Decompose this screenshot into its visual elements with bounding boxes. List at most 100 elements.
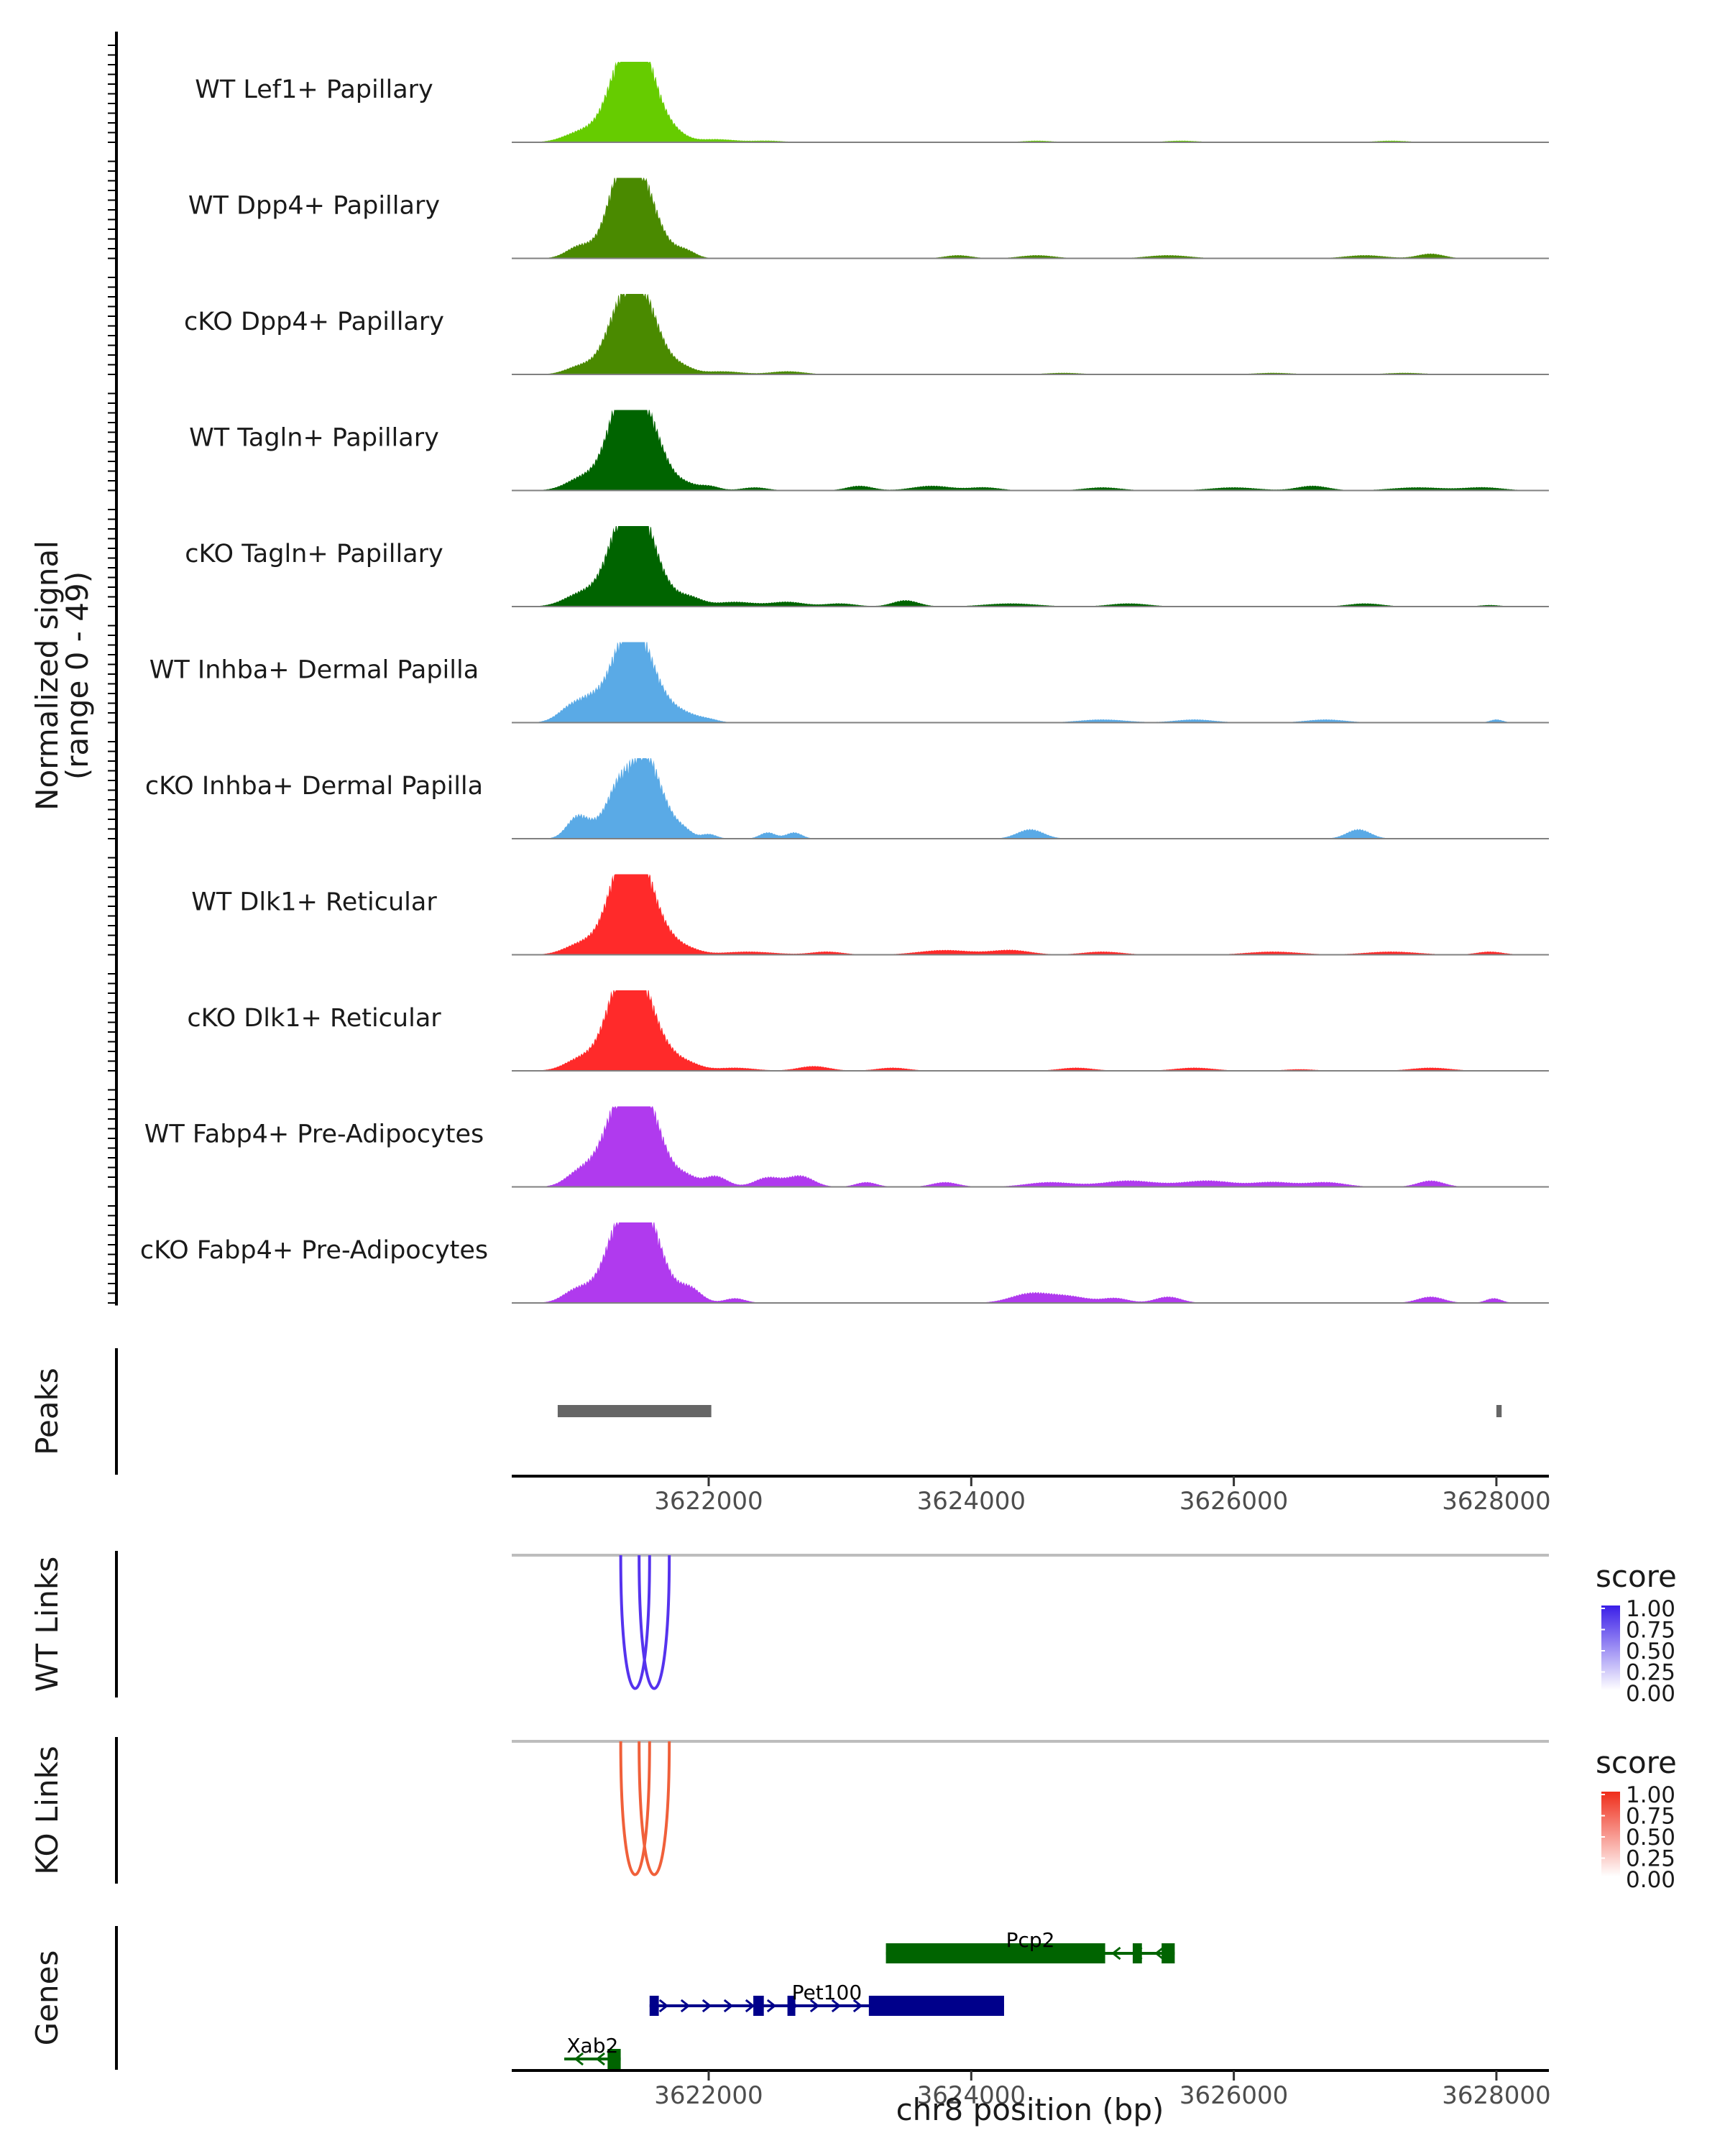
strand-arrow xyxy=(809,1999,820,2013)
genes-track-label: Genes xyxy=(29,1950,65,2046)
x-tick-label: 3626000 xyxy=(1179,1487,1288,1516)
coverage-area xyxy=(512,990,1549,1071)
coverage-track: cKO Inhba+ Dermal Papilla xyxy=(145,758,1549,839)
coverage-track: cKO Fabp4+ Pre-Adipocytes xyxy=(140,1222,1549,1304)
strand-arrow xyxy=(574,2052,584,2066)
track-label: cKO Fabp4+ Pre-Adipocytes xyxy=(140,1236,488,1265)
peak-region xyxy=(557,1405,712,1417)
gene-exon xyxy=(868,1996,1004,2016)
legend-colorbar xyxy=(1601,1606,1620,1690)
link-arc xyxy=(638,1554,671,1690)
coverage-panel: Normalized signal(range 0 - 49) WT Lef1+ … xyxy=(29,32,1549,1306)
gene-exon xyxy=(753,1996,764,2016)
gene-model: Pcp2 xyxy=(886,1928,1175,1963)
track-label: cKO Inhba+ Dermal Papilla xyxy=(145,772,483,801)
coverage-track: cKO Dpp4+ Papillary xyxy=(184,294,1549,375)
strand-arrow xyxy=(766,1999,777,2013)
strand-arrow xyxy=(702,1999,712,2013)
x-tick-label: 3626000 xyxy=(1179,2081,1288,2110)
gene-name-label: Pet100 xyxy=(792,1981,862,2004)
coverage-track: WT Fabp4+ Pre-Adipocytes xyxy=(144,1106,1549,1188)
gene-name-label: Pcp2 xyxy=(1006,1928,1055,1952)
link-arc xyxy=(619,1554,651,1690)
coverage-area xyxy=(512,294,1549,374)
gene-exon xyxy=(649,1996,659,2016)
gene-name-label: Xab2 xyxy=(566,2034,618,2058)
track-label: WT Dpp4+ Papillary xyxy=(188,192,440,221)
coverage-y-axis-title: Normalized signal(range 0 - 49) xyxy=(29,540,95,811)
peaks-track-label: Peaks xyxy=(29,1368,65,1455)
x-tick-label: 3628000 xyxy=(1442,1487,1550,1516)
link-arc xyxy=(638,1741,671,1876)
legend-tick-label: 0.00 xyxy=(1626,1681,1675,1707)
legend-colorbar xyxy=(1601,1792,1620,1876)
track-label: WT Dlk1+ Reticular xyxy=(191,888,437,917)
coverage-area xyxy=(512,1106,1549,1187)
coverage-area xyxy=(512,874,1549,955)
legend-tick-label: 0.50 xyxy=(1626,1825,1675,1851)
links-track-label: WT Links xyxy=(29,1557,65,1692)
track-label: WT Lef1+ Papillary xyxy=(195,75,433,104)
coverage-area xyxy=(512,410,1549,491)
gene-exon xyxy=(1132,1943,1142,1963)
coverage-area xyxy=(512,642,1549,723)
link-arc xyxy=(619,1741,651,1876)
coverage-track: cKO Tagln+ Papillary xyxy=(185,526,1549,607)
x-tick-label: 3624000 xyxy=(917,1487,1026,1516)
legend-tick-label: 0.00 xyxy=(1626,1867,1675,1893)
strand-arrow xyxy=(680,1999,691,2013)
coverage-track: WT Dpp4+ Papillary xyxy=(188,178,1549,259)
coverage-track: WT Inhba+ Dermal Papilla xyxy=(150,642,1549,724)
x-tick-label: 3622000 xyxy=(654,2081,763,2110)
coverage-area xyxy=(512,526,1549,607)
strand-arrow xyxy=(831,1999,842,2013)
gene-exon xyxy=(1162,1943,1175,1963)
coverage-track: WT Lef1+ Papillary xyxy=(195,62,1549,143)
track-label: cKO Dpp4+ Papillary xyxy=(184,308,444,336)
strand-arrow xyxy=(723,1999,734,2013)
peak-region xyxy=(1496,1405,1502,1417)
coverage-track: cKO Dlk1+ Reticular xyxy=(187,990,1549,1072)
x-tick-label: 3624000 xyxy=(917,2081,1026,2110)
strand-arrow xyxy=(1111,1946,1121,1961)
legend-tick-label: 1.00 xyxy=(1626,1596,1675,1622)
gene-exon xyxy=(787,1996,796,2016)
strand-arrow xyxy=(852,1999,863,2013)
gene-exon xyxy=(886,1943,1105,1963)
links-track-label: KO Links xyxy=(29,1746,65,1875)
coverage-area xyxy=(512,62,1549,142)
x-tick-label: 3622000 xyxy=(654,1487,763,1516)
legend-tick-label: 0.75 xyxy=(1626,1618,1675,1644)
gene-exon xyxy=(607,2049,621,2069)
coverage-area xyxy=(512,758,1549,839)
peaks-panel: Peaks 3622000 3624000 3626000 3628000 xyxy=(29,1348,1551,1516)
strand-arrow xyxy=(745,1999,755,2013)
strand-arrow xyxy=(595,2052,606,2066)
legend-title: score xyxy=(1596,1745,1677,1780)
track-label: WT Inhba+ Dermal Papilla xyxy=(150,656,479,685)
x-axis-title: chr8 position (bp) xyxy=(896,2092,1164,2127)
coverage-track: WT Tagln+ Papillary xyxy=(189,410,1549,492)
gene-model: Pet100 xyxy=(649,1981,1004,2016)
coverage-area xyxy=(512,178,1549,259)
strand-arrow xyxy=(1154,1946,1164,1961)
coverage-y-axis-title-line1: Normalized signal xyxy=(29,540,65,811)
legend-tick-label: 0.25 xyxy=(1626,1660,1675,1686)
gene-model: Xab2 xyxy=(564,2034,621,2069)
legend-tick-label: 1.00 xyxy=(1626,1782,1675,1808)
coverage-area xyxy=(512,1222,1549,1303)
track-label: cKO Dlk1+ Reticular xyxy=(187,1004,441,1033)
coverage-track: WT Dlk1+ Reticular xyxy=(191,874,1549,956)
track-label: WT Tagln+ Papillary xyxy=(189,424,439,453)
track-label: WT Fabp4+ Pre-Adipocytes xyxy=(144,1120,484,1149)
legend-tick-label: 0.25 xyxy=(1626,1846,1675,1872)
legend-title: score xyxy=(1596,1559,1677,1594)
strand-arrow xyxy=(658,1999,669,2013)
genes-panel: Genes Pcp2 Pet100 Xab2 3622000 3624000 3626000… xyxy=(29,1926,1551,2110)
track-label: cKO Tagln+ Papillary xyxy=(185,540,443,568)
coverage-y-axis-title-line2: (range 0 - 49) xyxy=(60,571,95,780)
